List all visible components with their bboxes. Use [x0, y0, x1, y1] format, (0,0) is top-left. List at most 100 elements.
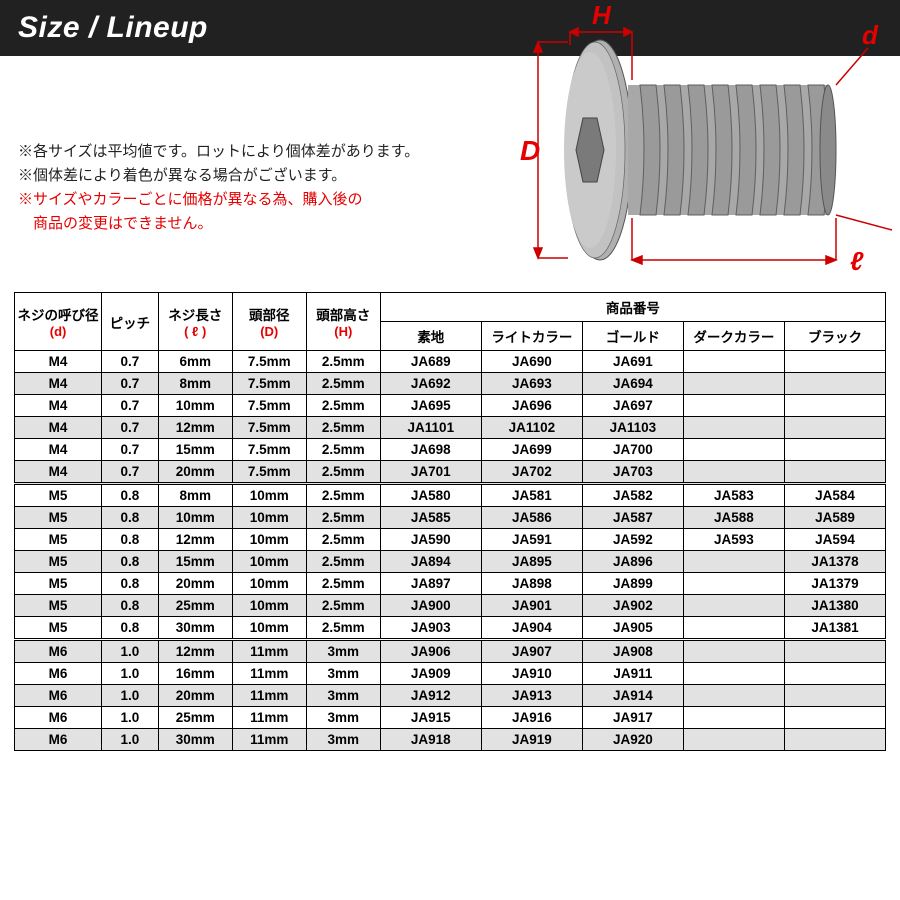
table-cell: M6	[15, 707, 102, 729]
hdr-col-5: ブラック	[784, 322, 885, 351]
table-cell	[784, 417, 885, 439]
table-row: M61.016mm11mm3mmJA909JA910JA911	[15, 663, 886, 685]
hdr-pitch: ピッチ	[102, 293, 159, 351]
table-cell: 0.8	[102, 573, 159, 595]
table-cell: JA701	[380, 461, 481, 484]
hdr-l: ネジ長さ( ℓ )	[158, 293, 232, 351]
table-cell: 0.8	[102, 529, 159, 551]
table-cell: JA1380	[784, 595, 885, 617]
table-cell: JA914	[582, 685, 683, 707]
hdr-col-3: ゴールド	[582, 322, 683, 351]
table-cell: 20mm	[158, 573, 232, 595]
table-cell: 0.8	[102, 595, 159, 617]
table-cell: JA695	[380, 395, 481, 417]
table-row: M40.715mm7.5mm2.5mmJA698JA699JA700	[15, 439, 886, 461]
notes-block: ※各サイズは平均値です。ロットにより個体差があります。 ※個体差により着色が異な…	[18, 140, 419, 236]
table-cell: M5	[15, 573, 102, 595]
table-cell	[683, 640, 784, 663]
note-line-3: ※サイズやカラーごとに価格が異なる為、購入後の	[18, 188, 419, 212]
table-row: M50.810mm10mm2.5mmJA585JA586JA587JA588JA…	[15, 507, 886, 529]
table-cell: JA900	[380, 595, 481, 617]
table-cell: 2.5mm	[306, 529, 380, 551]
table-cell: M5	[15, 551, 102, 573]
table-cell: 10mm	[232, 595, 306, 617]
table-cell: JA905	[582, 617, 683, 640]
table-cell: JA593	[683, 529, 784, 551]
table-cell: 0.8	[102, 507, 159, 529]
table-row: M50.812mm10mm2.5mmJA590JA591JA592JA593JA…	[15, 529, 886, 551]
table-cell: 30mm	[158, 729, 232, 751]
table-cell: M5	[15, 529, 102, 551]
table-row: M50.830mm10mm2.5mmJA903JA904JA905JA1381	[15, 617, 886, 640]
table-cell: 11mm	[232, 685, 306, 707]
table-cell: 6mm	[158, 351, 232, 373]
table-cell: 10mm	[232, 617, 306, 640]
table-row: M50.820mm10mm2.5mmJA897JA898JA899JA1379	[15, 573, 886, 595]
dim-label-l: ℓ	[850, 246, 864, 276]
hdr-col-1: 素地	[380, 322, 481, 351]
table-cell: 11mm	[232, 663, 306, 685]
table-cell: 0.7	[102, 351, 159, 373]
table-cell: 3mm	[306, 640, 380, 663]
table-cell: 7.5mm	[232, 461, 306, 484]
table-cell	[683, 373, 784, 395]
table-cell: 1.0	[102, 707, 159, 729]
table-cell: 2.5mm	[306, 551, 380, 573]
table-cell	[683, 573, 784, 595]
table-cell	[683, 417, 784, 439]
table-cell: 20mm	[158, 461, 232, 484]
table-cell	[683, 617, 784, 640]
note-line-1: ※各サイズは平均値です。ロットにより個体差があります。	[18, 140, 419, 164]
hdr-D: 頭部径(D)	[232, 293, 306, 351]
table-cell	[683, 439, 784, 461]
table-cell: JA904	[481, 617, 582, 640]
table-cell: JA692	[380, 373, 481, 395]
table-cell: 0.8	[102, 484, 159, 507]
table-cell: JA1379	[784, 573, 885, 595]
table-cell: 20mm	[158, 685, 232, 707]
table-cell: JA916	[481, 707, 582, 729]
dim-label-d: d	[862, 20, 879, 50]
table-cell: JA1378	[784, 551, 885, 573]
table-cell	[784, 395, 885, 417]
table-cell: 10mm	[232, 484, 306, 507]
table-cell: JA584	[784, 484, 885, 507]
dim-label-H: H	[592, 0, 612, 30]
table-cell: 2.5mm	[306, 439, 380, 461]
table-cell: 0.7	[102, 373, 159, 395]
table-cell: 7.5mm	[232, 351, 306, 373]
table-cell: JA901	[481, 595, 582, 617]
table-cell: JA700	[582, 439, 683, 461]
table-cell: 11mm	[232, 729, 306, 751]
table-cell: JA594	[784, 529, 885, 551]
table-cell: JA698	[380, 439, 481, 461]
table-cell: 3mm	[306, 729, 380, 751]
table-cell: JA689	[380, 351, 481, 373]
dim-label-D: D	[520, 135, 540, 166]
table-cell: JA899	[582, 573, 683, 595]
table-cell: 7.5mm	[232, 417, 306, 439]
table-cell: 2.5mm	[306, 617, 380, 640]
table-cell: M6	[15, 729, 102, 751]
table-cell	[784, 707, 885, 729]
table-cell: JA917	[582, 707, 683, 729]
table-cell	[784, 439, 885, 461]
table-cell: JA911	[582, 663, 683, 685]
table-cell: 15mm	[158, 439, 232, 461]
table-cell: JA915	[380, 707, 481, 729]
table-cell	[784, 685, 885, 707]
table-cell: JA703	[582, 461, 683, 484]
table-cell: 1.0	[102, 685, 159, 707]
bolt-diagram: H d D ℓ	[520, 0, 900, 280]
table-cell: 12mm	[158, 640, 232, 663]
table-cell: JA898	[481, 573, 582, 595]
note-line-4: 商品の変更はできません。	[18, 212, 419, 236]
table-cell: 2.5mm	[306, 507, 380, 529]
table-cell: 2.5mm	[306, 573, 380, 595]
table-cell	[784, 640, 885, 663]
hdr-prod: 商品番号	[380, 293, 885, 322]
table-row: M50.825mm10mm2.5mmJA900JA901JA902JA1380	[15, 595, 886, 617]
table-cell: M5	[15, 617, 102, 640]
table-cell: JA895	[481, 551, 582, 573]
table-row: M61.020mm11mm3mmJA912JA913JA914	[15, 685, 886, 707]
